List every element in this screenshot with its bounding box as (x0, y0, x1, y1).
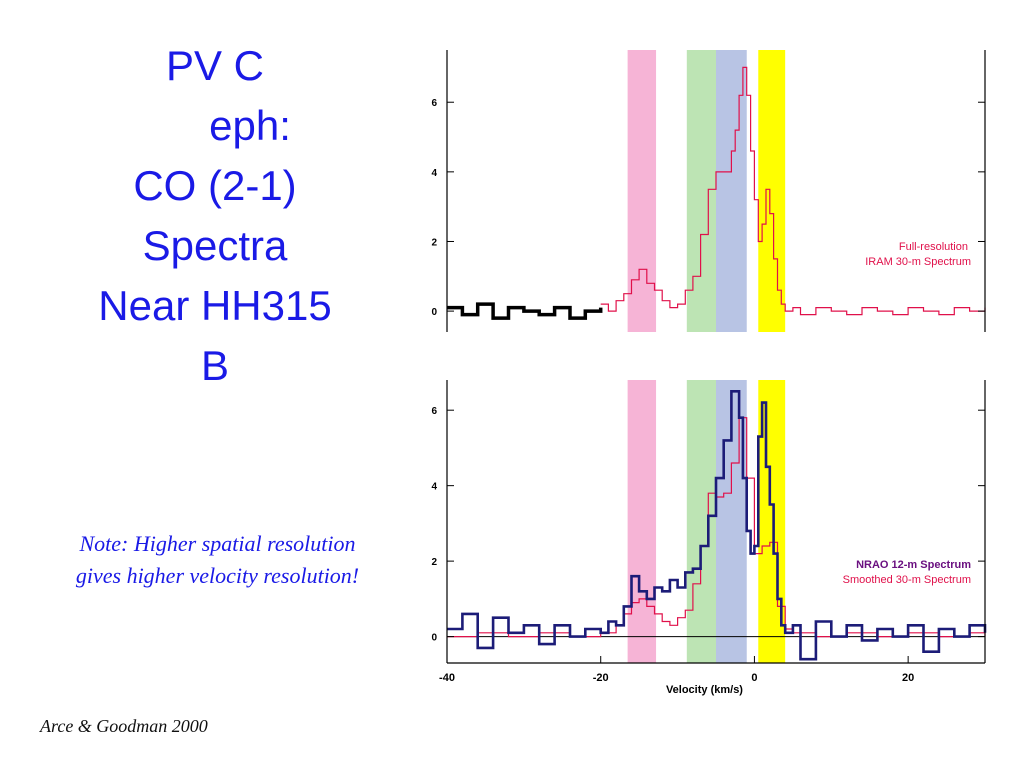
nrao-panel: 0 2 4 6 -40 -20 0 20 Velocity (km/s) NRAO 12-m Sp… (431, 380, 987, 696)
note-line: gives higher velocity resolution! (75, 563, 360, 588)
nrao-12m-series (447, 390, 987, 661)
y-tick-label: 2 (431, 557, 437, 568)
resolution-note: Note: Higher spatial resolution gives hi… (20, 528, 415, 592)
x-axis-label: Velocity (km/s) (666, 684, 743, 696)
iram-panel: 0 2 4 6 Full-resolution IRAM 30-m Spectrum (431, 50, 986, 332)
legend-label: NRAO 12-m Spectrum (856, 559, 971, 571)
legend-label: IRAM 30-m Spectrum (865, 256, 971, 268)
legend-label: Full-resolution (899, 241, 968, 253)
citation: Arce & Goodman 2000 (40, 716, 208, 736)
y-tick-label: 6 (431, 406, 437, 417)
x-tick-label: 20 (902, 672, 914, 684)
velocity-band-pink (627, 380, 657, 663)
iram-low-resolution-series (447, 302, 603, 320)
x-tick-label: -40 (439, 672, 455, 684)
y-tick-label: 0 (431, 633, 437, 644)
y-tick-label: 6 (431, 98, 437, 109)
title-line: Near HH315 (98, 282, 332, 329)
y-tick-label: 2 (431, 237, 437, 248)
x-tick-label: -20 (593, 672, 609, 684)
title-line: Spectra (142, 222, 288, 269)
velocity-band-green (686, 380, 716, 663)
title-line: PV C (165, 42, 265, 89)
y-tick-label: 0 (431, 307, 437, 318)
y-tick-label: 4 (431, 482, 437, 493)
slide-title: PV C eph: CO (2-1) Spectra Near HH315 B (40, 36, 390, 396)
title-line: B (200, 342, 229, 389)
velocity-band-green (686, 50, 716, 332)
velocity-band-pink (627, 50, 657, 332)
velocity-band-blue (716, 50, 747, 332)
note-line: Note: Higher spatial resolution (79, 531, 356, 556)
legend-label: Smoothed 30-m Spectrum (843, 574, 971, 586)
title-line: eph: (139, 102, 291, 149)
y-tick-label: 4 (431, 168, 437, 179)
iram-full-resolution-series (600, 66, 986, 316)
title-line: CO (2-1) (133, 162, 297, 209)
x-tick-label: 0 (751, 672, 757, 684)
velocity-band-yellow (758, 50, 786, 332)
